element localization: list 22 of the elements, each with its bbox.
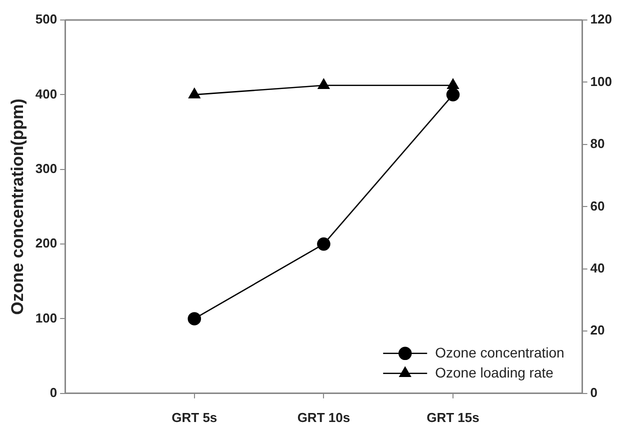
point [188,312,202,326]
y2-tick-label: 80 [590,136,605,152]
y-tick-label: 100 [35,310,58,326]
y2-tick-label: 120 [590,12,612,27]
y2-tick-label: 100 [590,74,612,89]
y-tick-label: 0 [50,384,58,400]
point [317,237,330,251]
y2-tick-label: 20 [590,322,605,338]
y2-tick-label: 60 [590,198,605,214]
x-tick-label: GRT 15s [426,410,480,425]
y2-tick-label: 0 [590,384,598,400]
legend-label: Ozone loading rate [435,364,554,380]
x-tick-label: GRT 10s [297,410,350,425]
y2-tick-label: 40 [590,260,605,276]
point [446,88,460,102]
x-tick-label: GRT 5s [172,410,218,425]
y-tick-label: 500 [35,12,58,27]
legend-label: Ozone concentration [435,344,564,360]
y-tick-label: 300 [35,160,58,176]
y-tick-label: 400 [35,86,58,102]
y-tick-label: 200 [35,236,58,251]
y-axis-title: Ozone concentration(ppm) [8,98,27,315]
